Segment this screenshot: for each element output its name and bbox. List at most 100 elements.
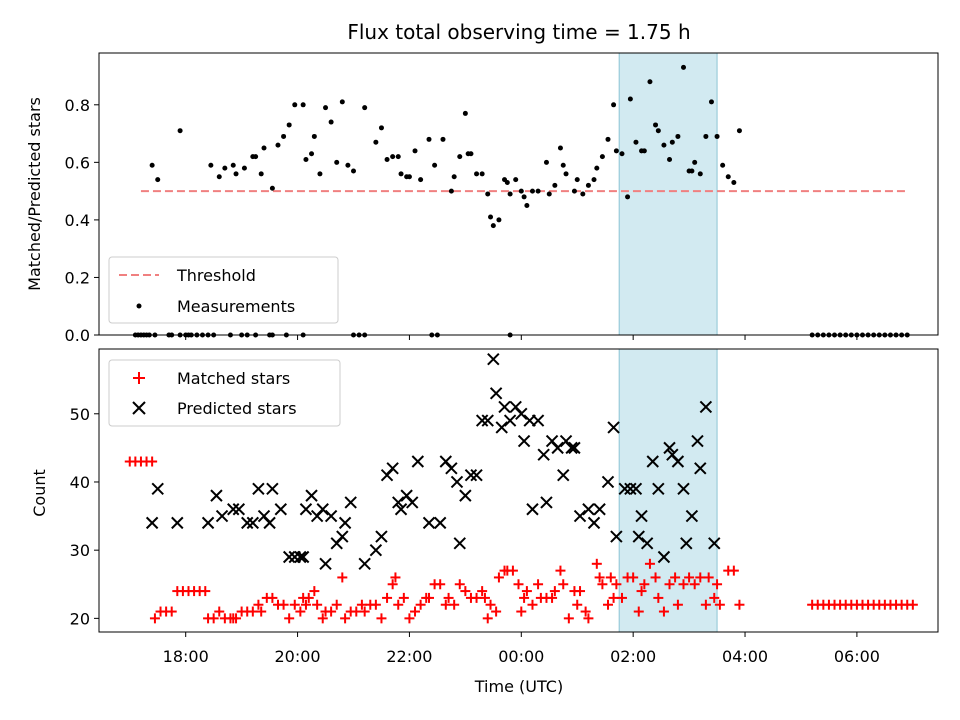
measurement-point: [398, 171, 404, 177]
measurement-point: [697, 171, 703, 177]
predicted-star-point: [266, 482, 279, 496]
predicted-star-point: [526, 503, 539, 516]
matched-star-point: [309, 586, 320, 597]
measurement-point: [524, 203, 530, 209]
measurement-point: [681, 64, 687, 70]
measurement-point: [599, 154, 605, 160]
measurement-point: [317, 171, 323, 177]
y-tick-label: 0.6: [65, 153, 90, 172]
y-tick-label: 0.8: [65, 96, 90, 115]
measurement-point: [230, 162, 236, 168]
matched-star-point: [616, 592, 627, 603]
predicted-star-point: [459, 489, 472, 502]
matched-star-point: [583, 613, 594, 624]
y-tick-label: 0.0: [65, 326, 90, 345]
measurement-point: [468, 151, 474, 157]
matched-star-point: [549, 586, 560, 597]
measurement-point: [261, 145, 267, 151]
matched-star-point: [359, 606, 370, 617]
matched-star-point: [317, 613, 328, 624]
measurement-point: [507, 191, 513, 197]
measurement-point: [328, 119, 334, 125]
matched-star-point: [513, 579, 524, 590]
measurement-point: [661, 142, 667, 148]
predicted-stars-points: [145, 353, 721, 571]
measurement-point: [350, 168, 356, 174]
legend-measurements-label: Measurements: [177, 297, 295, 316]
measurement-point: [731, 179, 737, 185]
predicted-star-point: [640, 537, 654, 550]
matched-star-point: [398, 592, 409, 603]
matched-star-point: [326, 606, 337, 617]
measurement-point: [462, 110, 468, 116]
matched-star-point: [267, 592, 278, 603]
matched-star-point: [376, 613, 387, 624]
measurement-point: [613, 148, 619, 154]
x-tick-label: 20:00: [275, 647, 321, 666]
bottom-y-axis: 20 30 40 50: [70, 405, 99, 628]
matched-star-point: [479, 592, 490, 603]
measurement-point: [557, 145, 563, 151]
matched-star-point: [312, 599, 323, 610]
x-tick-label: 02:00: [610, 647, 656, 666]
matched-star-point: [639, 579, 650, 590]
measurement-point: [233, 171, 239, 177]
matched-star-point: [558, 579, 569, 590]
measurement-point: [580, 191, 586, 197]
legend-predicted-label: Predicted stars: [177, 399, 297, 418]
bottom-y-axis-label: Count: [30, 469, 49, 517]
measurement-point: [627, 96, 633, 102]
matched-star-point: [231, 613, 242, 624]
matched-star-point: [303, 592, 314, 603]
predicted-star-point: [582, 503, 595, 516]
matched-star-point: [703, 572, 714, 583]
legend-predicted-swatch: [132, 401, 146, 415]
matched-star-point: [653, 592, 664, 603]
matched-star-point: [435, 579, 446, 590]
predicted-star-point: [324, 509, 338, 523]
matched-star-point: [594, 572, 605, 583]
predicted-star-point: [601, 475, 615, 489]
measurement-point: [529, 188, 535, 194]
measurement-point: [605, 136, 611, 142]
matched-star-point: [580, 606, 591, 617]
predicted-star-point: [568, 441, 581, 455]
top-y-axis-label: Matched/Predicted stars: [25, 97, 44, 291]
measurement-point: [474, 171, 480, 177]
legend-threshold-label: Threshold: [176, 266, 256, 285]
matched-star-point: [393, 599, 404, 610]
measurement-point: [440, 136, 446, 142]
measurement-point: [591, 177, 597, 183]
predicted-star-point: [610, 530, 623, 543]
x-tick-label: 06:00: [834, 647, 880, 666]
x-tick-label: 00:00: [498, 647, 544, 666]
measurement-point: [513, 177, 519, 183]
predicted-star-point: [252, 482, 265, 496]
measurement-point: [552, 182, 558, 188]
measurement-point: [675, 133, 681, 139]
matched-star-point: [331, 599, 342, 610]
matched-star-point: [527, 599, 538, 610]
measurement-point: [412, 148, 418, 154]
predicted-star-point: [635, 509, 648, 523]
measurement-point: [309, 151, 315, 157]
measurement-point: [708, 99, 714, 105]
predicted-star-point: [677, 482, 690, 496]
y-tick-label: 50: [70, 405, 90, 424]
predicted-star-point: [691, 434, 704, 448]
matched-star-point: [547, 592, 558, 603]
matched-star-point: [678, 579, 689, 590]
matched-star-point: [650, 572, 661, 583]
measurement-point: [736, 128, 742, 134]
top-legend-box: [108, 256, 339, 324]
bottom-legend-box: [108, 359, 341, 427]
matched-star-point: [477, 586, 488, 597]
matched-star-point: [454, 579, 465, 590]
predicted-star-point: [394, 503, 408, 516]
predicted-star-point: [551, 441, 564, 455]
matched-star-point: [563, 613, 574, 624]
predicted-star-point: [305, 489, 318, 502]
predicted-star-point: [495, 421, 508, 434]
matched-star-point: [337, 572, 348, 583]
predicted-star-point: [475, 414, 489, 427]
